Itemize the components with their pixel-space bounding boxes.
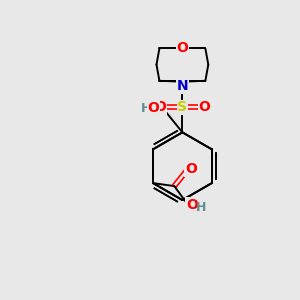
Text: O: O <box>186 198 198 212</box>
Text: O: O <box>148 101 160 116</box>
Text: O: O <box>155 100 167 114</box>
Text: O: O <box>185 162 197 176</box>
Text: O: O <box>176 41 188 56</box>
Text: N: N <box>177 79 188 93</box>
Text: H: H <box>196 201 206 214</box>
Text: S: S <box>177 100 188 114</box>
Text: O: O <box>198 100 210 114</box>
Text: H: H <box>140 102 151 115</box>
